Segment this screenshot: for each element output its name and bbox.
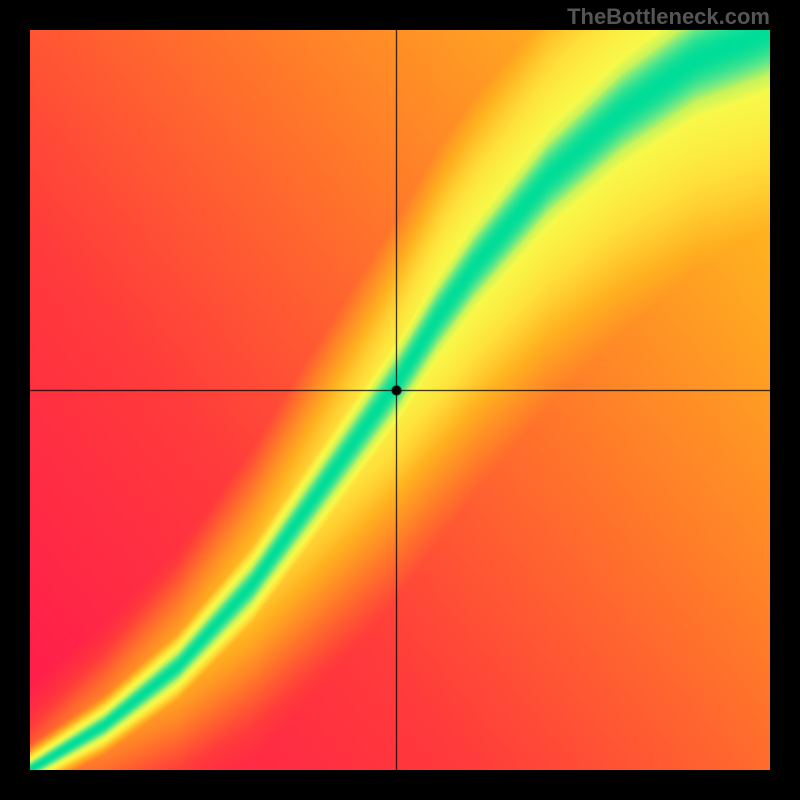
bottleneck-heatmap (30, 30, 770, 770)
watermark-label: TheBottleneck.com (567, 4, 770, 30)
